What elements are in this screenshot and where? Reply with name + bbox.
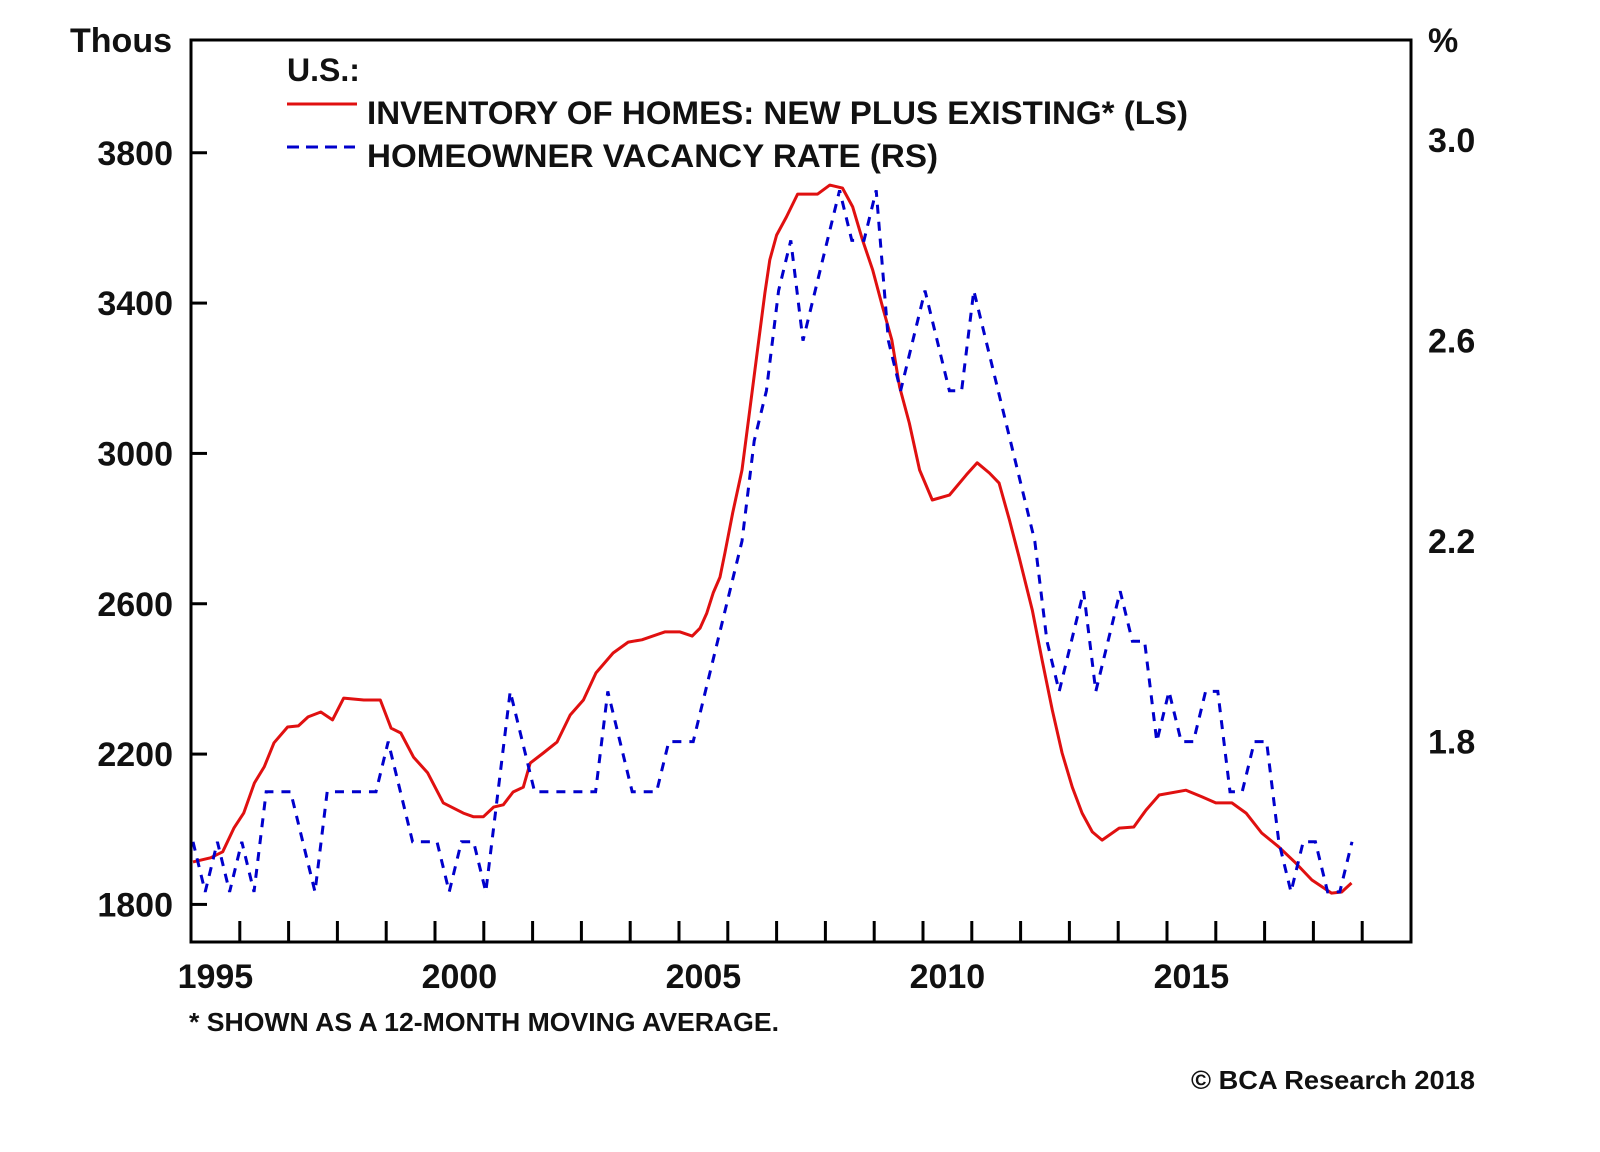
left-axis-tick-label: 3400 [97, 285, 173, 323]
left-axis-tick-label: 3800 [97, 135, 173, 173]
x-axis-tick-label: 1995 [178, 958, 254, 996]
left-axis-tick-label: 3000 [97, 435, 173, 473]
axis-labels: 1800 2200 2600 3000 3400 3800 1.8 2.2 2.6 3.0 1995… [97, 122, 1475, 996]
legend-label-vacancy: HOMEOWNER VACANCY RATE (RS) [367, 138, 938, 174]
x-axis-tick-label: 2005 [666, 958, 742, 996]
legend: U.S.: INVENTORY OF HOMES: NEW PLUS EXIST… [287, 52, 1188, 174]
plot-frame [189, 38, 1413, 944]
left-axis-tick-label: 2200 [97, 736, 173, 774]
source-credit: © BCA Research 2018 [1191, 1065, 1475, 1095]
footnote: * SHOWN AS A 12-MONTH MOVING AVERAGE. [189, 1007, 779, 1037]
right-axis-tick-label: 2.6 [1428, 323, 1475, 361]
series-line-inventory [192, 183, 1353, 895]
right-axis-tick-label: 3.0 [1428, 122, 1475, 160]
x-axis-tick-label: 2015 [1154, 958, 1230, 996]
series-line-vacancy-rate [191, 189, 1354, 894]
left-axis-tick-label: 1800 [97, 886, 173, 924]
x-axis-tick-label: 2010 [910, 958, 986, 996]
left-axis-tick-label: 2600 [97, 586, 173, 624]
right-axis-unit: % [1428, 22, 1458, 60]
axis-ticks [191, 151, 1364, 942]
left-axis-unit: Thous [70, 22, 172, 60]
legend-heading: U.S.: [287, 52, 360, 88]
right-axis-tick-label: 1.8 [1428, 724, 1475, 762]
x-axis-tick-label: 2000 [422, 958, 498, 996]
right-axis-tick-label: 2.2 [1428, 523, 1475, 561]
legend-label-inventory: INVENTORY OF HOMES: NEW PLUS EXISTING* (… [367, 95, 1188, 131]
series-layer [191, 183, 1354, 895]
